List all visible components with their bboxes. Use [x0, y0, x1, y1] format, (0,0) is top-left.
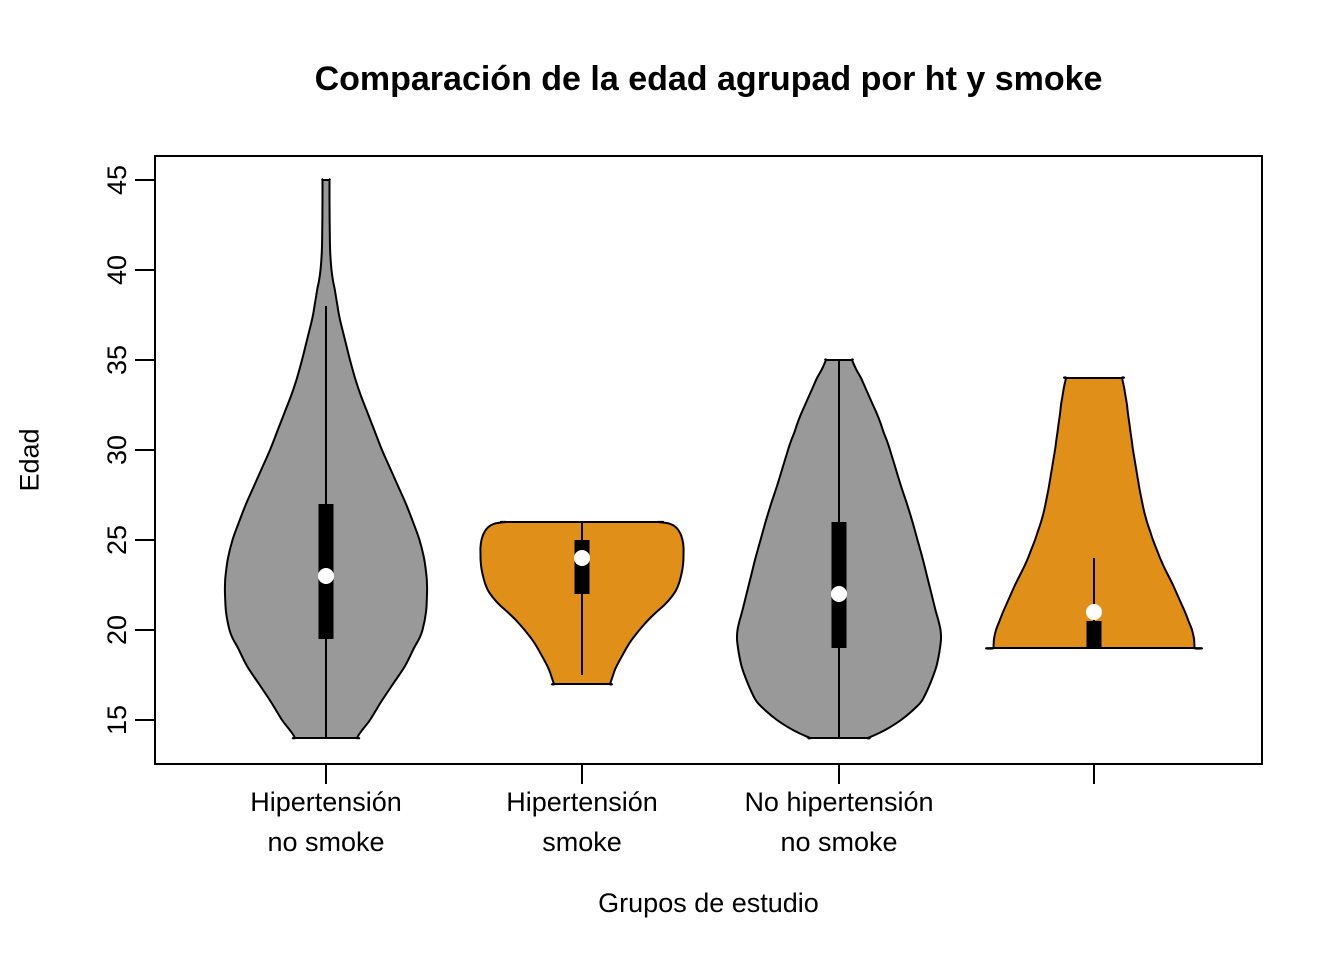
iqr-box-3: [831, 522, 847, 648]
violin-group-4: [985, 376, 1203, 650]
x-tick-label-3: No hipertensión no smoke: [744, 787, 933, 857]
y-tick-label-40: 40: [102, 255, 132, 285]
chart-title: Comparación de la edad agrupad por ht y …: [314, 60, 1103, 98]
plot-frame: [154, 155, 1263, 765]
median-dot-2: [574, 550, 590, 566]
x-tick-label-1: Hipertensión no smoke: [250, 787, 402, 857]
y-tick-label-20: 20: [102, 615, 132, 645]
iqr-box-4: [1086, 621, 1102, 648]
median-dot-3: [831, 586, 847, 602]
y-tick-label-15: 15: [102, 705, 132, 735]
median-dot-4: [1086, 604, 1102, 620]
median-dot-1: [318, 568, 334, 584]
y-tick-label-35: 35: [102, 345, 132, 375]
y-tick-label-30: 30: [102, 435, 132, 465]
iqr-box-2: [574, 540, 590, 594]
x-tick-label-2: Hipertensión smoke: [506, 787, 658, 857]
y-tick-label-25: 25: [102, 525, 132, 555]
x-axis-label: Grupos de estudio: [598, 888, 819, 918]
y-tick-label-45: 45: [102, 165, 132, 195]
